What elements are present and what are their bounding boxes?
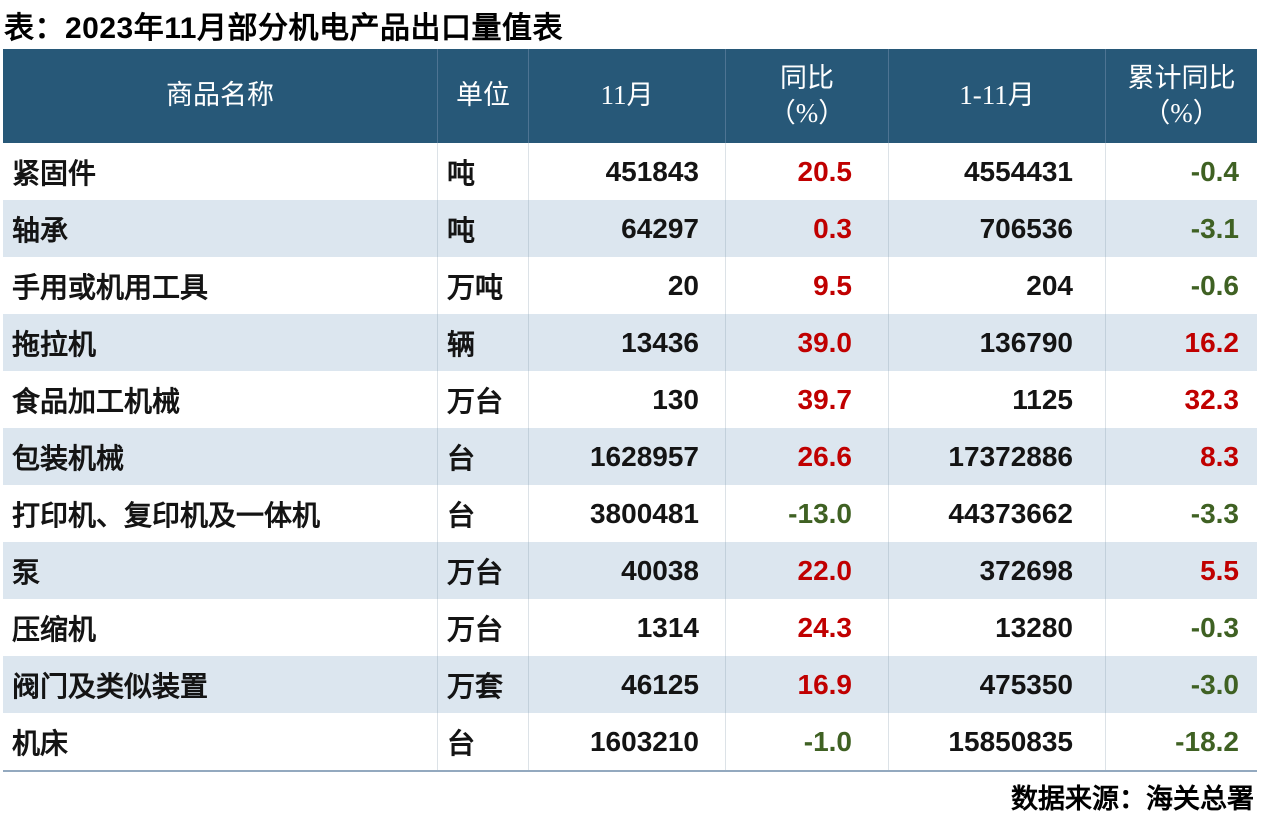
cell-cumulative-yoy-value: 32.3 [1105, 371, 1257, 428]
col-header-unit: 单位 [437, 49, 528, 143]
cell-unit: 吨 [437, 143, 528, 200]
cell-unit: 万台 [437, 371, 528, 428]
col-header-jan-nov: 1-11月 [888, 49, 1105, 143]
cell-cumulative-yoy-value: 16.2 [1105, 314, 1257, 371]
cell-unit: 台 [437, 428, 528, 485]
table-row: 拖拉机 辆 13436 39.0 136790 16.2 [3, 314, 1257, 371]
cell-nov-value: 1603210 [528, 713, 725, 770]
cell-yoy-value: 20.5 [725, 143, 888, 200]
cell-jan-nov-value: 13280 [888, 599, 1105, 656]
cell-jan-nov-value: 706536 [888, 200, 1105, 257]
cell-cumulative-yoy-value: -0.4 [1105, 143, 1257, 200]
cell-product-name: 包装机械 [12, 442, 125, 474]
cell-product-name: 泵 [12, 556, 41, 588]
cell-unit: 万台 [437, 599, 528, 656]
cell-nov-value: 1314 [528, 599, 725, 656]
col-header-cumulative-yoy-line2: （%） [1143, 98, 1220, 128]
cell-cumulative-yoy-value: -3.3 [1105, 485, 1257, 542]
cell-yoy-value: 22.0 [725, 542, 888, 599]
col-header-cumulative-yoy-line1: 累计同比 [1127, 62, 1236, 93]
table-row: 轴承 吨 64297 0.3 706536 -3.1 [3, 200, 1257, 257]
cell-yoy-value: 39.0 [725, 314, 888, 371]
cell-jan-nov-value: 17372886 [888, 428, 1105, 485]
cell-jan-nov-value: 204 [888, 257, 1105, 314]
cell-nov-value: 451843 [528, 143, 725, 200]
col-header-cumulative-yoy: 累计同比 （%） [1105, 49, 1257, 143]
col-header-product-name: 商品名称 [166, 80, 274, 111]
cell-cumulative-yoy-value: -0.3 [1105, 599, 1257, 656]
cell-unit: 台 [437, 485, 528, 542]
cell-unit: 辆 [437, 314, 528, 371]
cell-cumulative-yoy-value: -0.6 [1105, 257, 1257, 314]
cell-yoy-value: 0.3 [725, 200, 888, 257]
col-header-november: 11月 [528, 49, 725, 143]
cell-product-name: 机床 [12, 727, 69, 759]
col-header-yoy-line1: 同比 [780, 62, 834, 93]
cell-unit: 万台 [437, 542, 528, 599]
cell-product-name: 打印机、复印机及一体机 [12, 499, 321, 531]
cell-product-name: 食品加工机械 [12, 385, 181, 417]
col-header-yoy-line2: （%） [768, 98, 846, 128]
cell-yoy-value: -13.0 [725, 485, 888, 542]
cell-product-name: 手用或机用工具 [12, 271, 209, 303]
cell-jan-nov-value: 1125 [888, 371, 1105, 428]
cell-nov-value: 46125 [528, 656, 725, 713]
cell-cumulative-yoy-value: 5.5 [1105, 542, 1257, 599]
table-row: 泵 万台 40038 22.0 372698 5.5 [3, 542, 1257, 599]
table-row: 食品加工机械 万台 130 39.7 1125 32.3 [3, 371, 1257, 428]
cell-cumulative-yoy-value: -3.0 [1105, 656, 1257, 713]
cell-jan-nov-value: 136790 [888, 314, 1105, 371]
cell-yoy-value: 24.3 [725, 599, 888, 656]
cell-unit: 万吨 [437, 257, 528, 314]
cell-cumulative-yoy-value: -3.1 [1105, 200, 1257, 257]
cell-jan-nov-value: 372698 [888, 542, 1105, 599]
cell-jan-nov-value: 15850835 [888, 713, 1105, 770]
cell-cumulative-yoy-value: 8.3 [1105, 428, 1257, 485]
table-title: 表：2023年11月部分机电产品出口量值表 [4, 12, 563, 45]
cell-jan-nov-value: 475350 [888, 656, 1105, 713]
cell-unit: 吨 [437, 200, 528, 257]
cell-yoy-value: 16.9 [725, 656, 888, 713]
cell-nov-value: 20 [528, 257, 725, 314]
cell-nov-value: 40038 [528, 542, 725, 599]
cell-jan-nov-value: 4554431 [888, 143, 1105, 200]
cell-product-name: 压缩机 [12, 613, 97, 645]
cell-yoy-value: 26.6 [725, 428, 888, 485]
cell-yoy-value: 39.7 [725, 371, 888, 428]
cell-cumulative-yoy-value: -18.2 [1105, 713, 1257, 770]
cell-nov-value: 3800481 [528, 485, 725, 542]
table-row: 机床 台 1603210 -1.0 15850835 -18.2 [3, 713, 1257, 770]
table-row: 包装机械 台 1628957 26.6 17372886 8.3 [3, 428, 1257, 485]
table-header-row: 商品名称 单位 11月 同比 （%） 1-11月 累计同比 （%） [3, 49, 1257, 143]
table-row: 手用或机用工具 万吨 20 9.5 204 -0.6 [3, 257, 1257, 314]
cell-yoy-value: 9.5 [725, 257, 888, 314]
cell-yoy-value: -1.0 [725, 713, 888, 770]
cell-product-name: 拖拉机 [12, 328, 97, 360]
cell-jan-nov-value: 44373662 [888, 485, 1105, 542]
cell-product-name: 轴承 [12, 214, 69, 246]
cell-product-name: 阀门及类似装置 [12, 670, 209, 702]
export-table: 商品名称 单位 11月 同比 （%） 1-11月 累计同比 （%） 紧固件 吨 … [3, 49, 1257, 772]
cell-unit: 台 [437, 713, 528, 770]
cell-nov-value: 13436 [528, 314, 725, 371]
cell-nov-value: 130 [528, 371, 725, 428]
table-row: 打印机、复印机及一体机 台 3800481 -13.0 44373662 -3.… [3, 485, 1257, 542]
table-row: 紧固件 吨 451843 20.5 4554431 -0.4 [3, 143, 1257, 200]
table-row: 阀门及类似装置 万套 46125 16.9 475350 -3.0 [3, 656, 1257, 713]
cell-nov-value: 1628957 [528, 428, 725, 485]
table-row: 压缩机 万台 1314 24.3 13280 -0.3 [3, 599, 1257, 656]
cell-nov-value: 64297 [528, 200, 725, 257]
table-body: 紧固件 吨 451843 20.5 4554431 -0.4 轴承 吨 6429… [3, 143, 1257, 770]
cell-unit: 万套 [437, 656, 528, 713]
col-header-yoy: 同比 （%） [725, 49, 888, 143]
data-source-note: 数据来源：海关总署 [1011, 784, 1254, 814]
cell-product-name: 紧固件 [12, 157, 97, 189]
